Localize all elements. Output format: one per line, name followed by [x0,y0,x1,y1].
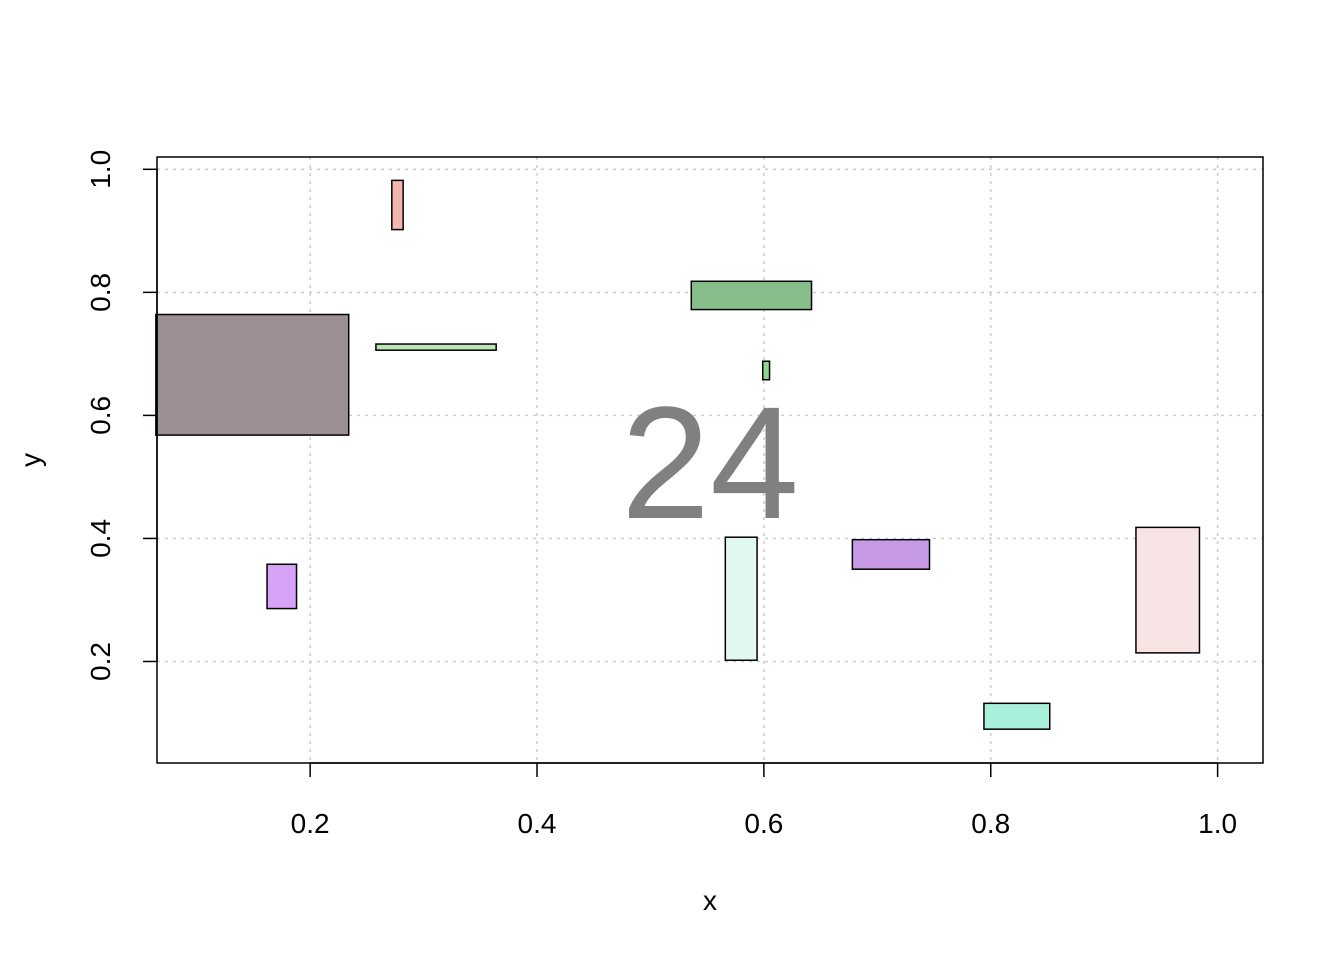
y-tick-label: 0.4 [85,519,116,558]
data-rect [391,179,404,231]
x-tick-label: 0.4 [518,808,557,839]
y-tick-label: 1.0 [85,150,116,189]
data-rect [724,536,758,662]
x-axis: 0.2 0.4 0.6 0.8 1.0 [291,762,1237,839]
y-axis-title: y [15,453,46,467]
data-rects [155,179,1201,730]
data-rect [266,563,298,610]
x-axis-title: x [703,885,717,916]
x-tick-label: 0.6 [744,808,783,839]
data-rect [155,313,350,436]
y-tick-label: 0.2 [85,642,116,681]
data-rect [690,280,813,311]
x-tick-label: 1.0 [1198,808,1237,839]
y-tick-label: 0.6 [85,396,116,435]
overlay-number: 24 [621,373,799,552]
y-axis: 0.2 0.4 0.6 0.8 1.0 [85,150,158,681]
data-rect [983,702,1051,730]
data-rect [761,360,771,381]
y-tick-label: 0.8 [85,273,116,312]
x-tick-label: 0.8 [971,808,1010,839]
x-tick-label: 0.2 [291,808,330,839]
data-rect [1135,526,1201,654]
data-rect [375,343,497,351]
data-rect [851,538,931,570]
